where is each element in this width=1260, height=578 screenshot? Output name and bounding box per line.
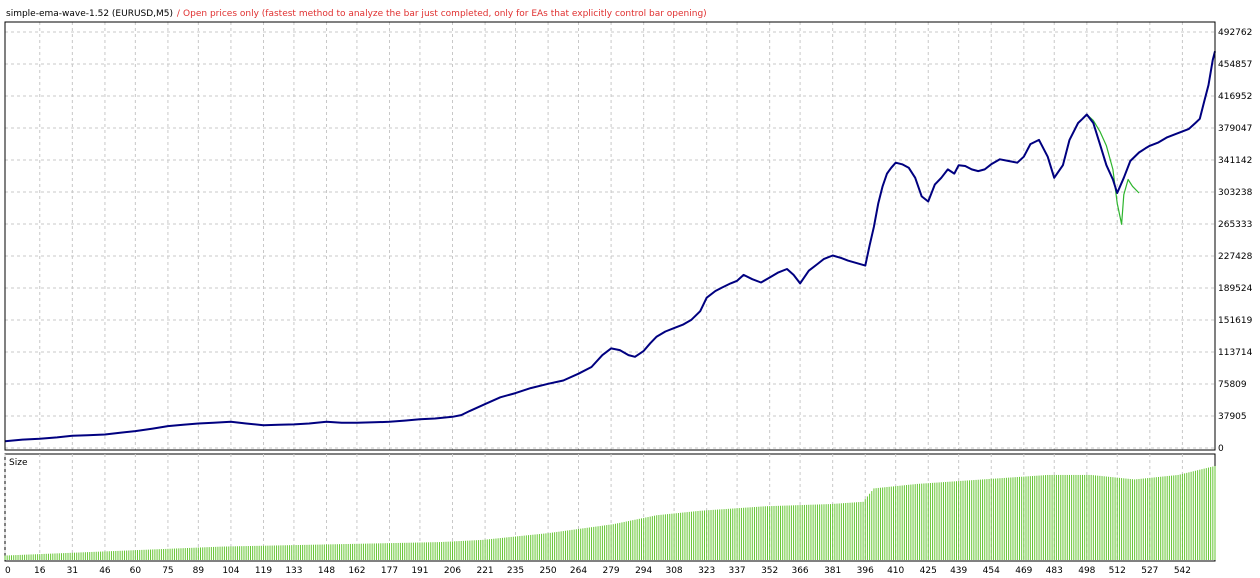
x-tick-label: 454	[983, 566, 1000, 576]
series-layer	[4, 50, 1216, 443]
x-tick-label: 46	[99, 566, 111, 576]
x-tick-label: 381	[824, 566, 841, 576]
y-tick-label: 227428	[1218, 252, 1253, 262]
size-panel-label: Size	[9, 458, 28, 468]
balance-line	[4, 50, 1216, 443]
main-grid	[4, 22, 1215, 450]
y-tick-label: 379047	[1218, 124, 1252, 134]
x-tick-label: 542	[1174, 566, 1191, 576]
y-axis-labels: 0 37905 75809 113714 151619 189524 227428 26533…	[1218, 28, 1253, 454]
x-tick-label: 60	[130, 566, 142, 576]
x-tick-label: 483	[1046, 566, 1063, 576]
x-tick-label: 250	[539, 566, 556, 576]
testing-mode-note: Open prices only (fastest method to anal…	[183, 9, 707, 19]
x-tick-label: 279	[602, 566, 619, 576]
x-tick-label: 133	[285, 566, 302, 576]
x-tick-label: 119	[255, 566, 272, 576]
x-tick-label: 177	[381, 566, 398, 576]
x-tick-label: 191	[411, 566, 428, 576]
header-separator: /	[174, 9, 183, 19]
x-tick-label: 104	[222, 566, 239, 576]
y-tick-label: 113714	[1218, 348, 1253, 358]
x-tick-label: 366	[791, 566, 808, 576]
x-tick-label: 308	[665, 566, 682, 576]
size-bars	[4, 466, 1216, 560]
x-tick-label: 0	[5, 566, 11, 576]
x-tick-label: 337	[728, 566, 745, 576]
x-axis-labels: 0 16 31 46 60 75 89 104 119 133 148 162 177 191 206 221…	[5, 566, 1191, 576]
y-tick-label: 37905	[1218, 412, 1247, 422]
x-tick-label: 75	[162, 566, 173, 576]
x-tick-label: 221	[476, 566, 493, 576]
x-tick-label: 206	[444, 566, 461, 576]
y-tick-label: 492762	[1218, 28, 1252, 38]
y-tick-label: 75809	[1218, 380, 1247, 390]
y-tick-label: 265333	[1218, 220, 1252, 230]
main-panel-frame	[4, 21, 1216, 451]
x-tick-label: 439	[950, 566, 967, 576]
x-tick-label: 469	[1015, 566, 1032, 576]
report-title: simple-ema-wave-1.52 (EURUSD,M5)	[6, 9, 173, 19]
y-tick-label: 341142	[1218, 156, 1252, 166]
y-tick-label: 0	[1218, 444, 1224, 454]
x-tick-label: 352	[761, 566, 778, 576]
x-tick-label: 162	[348, 566, 365, 576]
x-tick-label: 512	[1109, 566, 1126, 576]
x-tick-label: 294	[635, 566, 652, 576]
y-tick-label: 454857	[1218, 60, 1252, 70]
x-tick-label: 396	[857, 566, 874, 576]
y-tick-label: 151619	[1218, 316, 1253, 326]
x-tick-label: 31	[67, 566, 78, 576]
x-tick-label: 235	[507, 566, 524, 576]
x-tick-label: 323	[698, 566, 715, 576]
size-panel-frame	[4, 453, 1216, 562]
x-tick-label: 264	[570, 566, 587, 576]
x-tick-label: 410	[887, 566, 904, 576]
x-tick-label: 148	[318, 566, 335, 576]
x-tick-label: 425	[920, 566, 937, 576]
y-tick-label: 303238	[1218, 188, 1253, 198]
x-tick-label: 16	[34, 566, 46, 576]
x-tick-label: 527	[1141, 566, 1158, 576]
x-tick-label: 498	[1078, 566, 1095, 576]
y-tick-label: 189524	[1218, 284, 1253, 294]
x-tick-label: 89	[193, 566, 205, 576]
equity-line	[1086, 114, 1140, 225]
y-tick-label: 416952	[1218, 92, 1252, 102]
